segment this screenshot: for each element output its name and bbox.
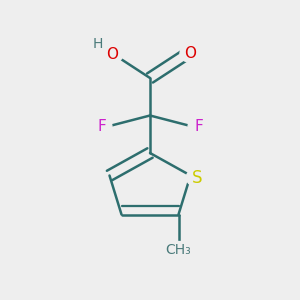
Text: F: F <box>194 119 203 134</box>
Ellipse shape <box>188 118 209 136</box>
Text: F: F <box>97 119 106 134</box>
Text: O: O <box>106 46 119 62</box>
Text: S: S <box>192 169 202 187</box>
Ellipse shape <box>91 118 112 136</box>
Ellipse shape <box>180 44 201 62</box>
Text: O: O <box>184 46 196 61</box>
Text: H: H <box>92 37 103 50</box>
Ellipse shape <box>186 169 207 187</box>
Ellipse shape <box>87 34 108 52</box>
Ellipse shape <box>162 242 195 260</box>
Ellipse shape <box>102 45 123 63</box>
Text: CH₃: CH₃ <box>166 244 191 257</box>
